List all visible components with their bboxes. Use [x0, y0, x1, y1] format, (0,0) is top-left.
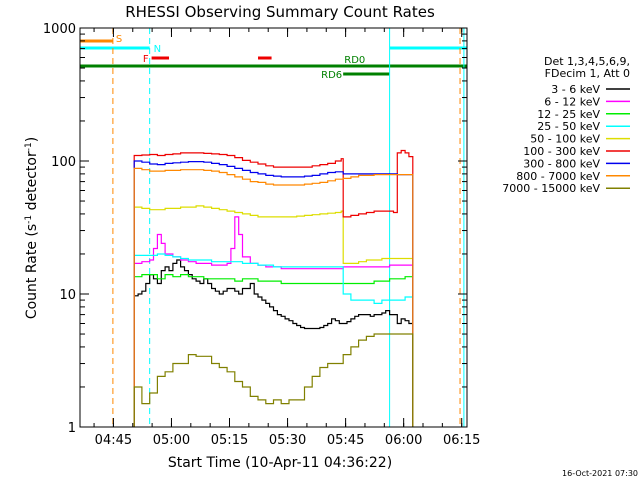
x-tick-label: 05:15	[211, 433, 248, 448]
series-line	[133, 259, 414, 427]
x-tick-label: 06:15	[443, 433, 480, 448]
axis-layer: 04:45 05:00 05:15 05:30 05:45 06:00 06:15 1 10 10…	[43, 22, 481, 448]
series-line	[133, 149, 414, 427]
series-line	[133, 167, 414, 427]
legend-entry-label: 7000 - 15000 keV	[502, 182, 600, 195]
flag-label: N	[154, 44, 161, 55]
legend-header: FDecim 1, Att 0	[545, 67, 630, 80]
series-line	[133, 216, 414, 427]
legend-entry-label: 25 - 50 keV	[537, 120, 600, 133]
flag-label: RD0	[344, 55, 365, 66]
series-line	[133, 274, 414, 427]
y-tick-label: 1	[68, 421, 76, 436]
x-tick-label: 05:45	[327, 433, 364, 448]
legend-entry-label: 3 - 6 keV	[551, 83, 600, 96]
series-line	[133, 160, 414, 427]
y-tick-label: 1000	[43, 22, 76, 37]
x-tick-label: 05:00	[153, 433, 190, 448]
flag-label: RD6	[321, 70, 342, 81]
y-tick-label: 100	[51, 155, 76, 170]
legend-entry-label: 300 - 800 keV	[523, 157, 600, 170]
y-axis-label-part: -1	[24, 215, 34, 224]
y-axis-label-part: -1	[24, 142, 34, 151]
flag-label: F	[143, 54, 149, 65]
legend-entry-label: 6 - 12 keV	[544, 95, 600, 108]
chart-title: RHESSI Observing Summary Count Rates	[125, 3, 435, 21]
timestamp: 16-Oct-2021 07:30	[562, 469, 638, 478]
series-line	[133, 205, 414, 427]
plot-frame	[79, 27, 468, 428]
legend: Det 1,3,4,5,6,9,FDecim 1, Att 0 3 - 6 keV…	[502, 55, 630, 195]
x-tick-label: 05:30	[269, 433, 306, 448]
series-line	[133, 253, 414, 427]
series-layer	[133, 149, 414, 427]
flag-label: S	[116, 34, 122, 45]
y-axis-label-part: detector	[24, 151, 40, 215]
x-tick-label: 04:45	[95, 433, 132, 448]
marker-layer	[112, 28, 465, 427]
legend-header: Det 1,3,4,5,6,9,	[544, 55, 630, 68]
y-axis-label-part: )	[24, 137, 40, 142]
legend-entry-label: 12 - 25 keV	[537, 108, 600, 121]
legend-entry-label: 100 - 300 keV	[523, 145, 600, 158]
y-tick-label: 10	[59, 288, 76, 303]
legend-entry-label: 50 - 100 keV	[530, 133, 600, 146]
x-axis-label: Start Time (10-Apr-11 04:36:22)	[168, 455, 392, 471]
y-axis-label: Count Rate (s-1 detector-1)	[24, 137, 40, 319]
x-tick-label: 06:00	[385, 433, 422, 448]
y-axis-label-part: Count Rate (s	[24, 224, 40, 319]
legend-entry-label: 800 - 7000 keV	[516, 170, 600, 183]
series-line	[133, 333, 414, 427]
